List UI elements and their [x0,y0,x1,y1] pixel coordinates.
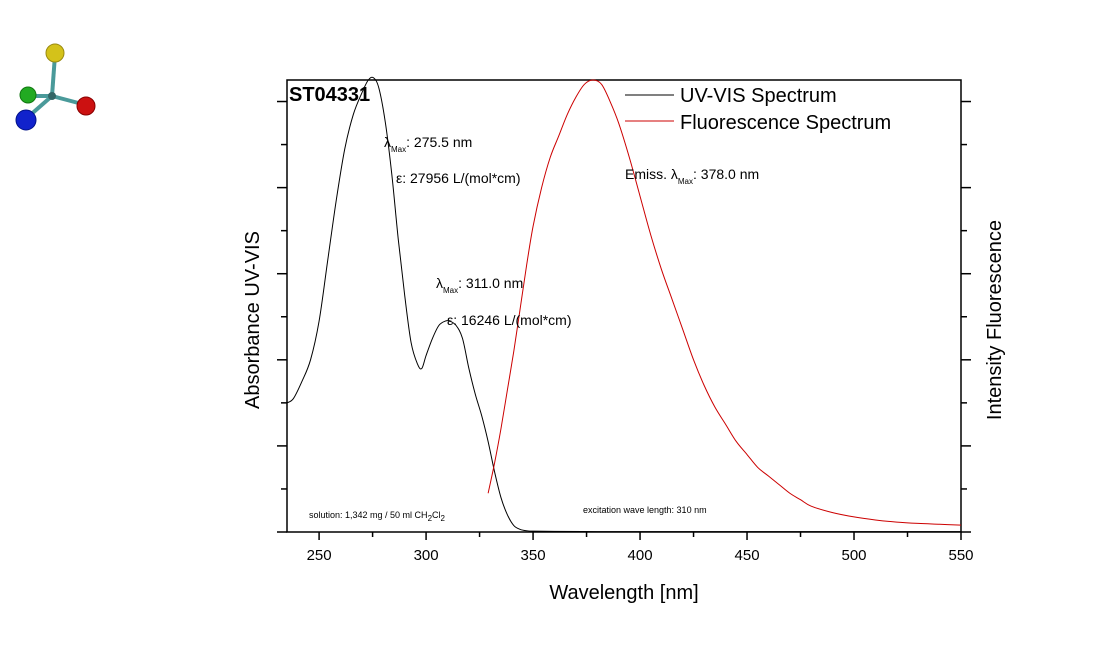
annotation-peak1-epsilon: ε: 27956 L/(mol*cm) [396,170,521,186]
x-axis-tick-labels: 250 300 350 400 450 500 550 [307,547,974,564]
molecule-logo-icon [15,43,96,131]
y-axis-title-left: Absorbance UV-VIS [242,231,264,409]
annotation-excitation: excitation wave length: 310 nm [583,505,707,515]
x-tick-label-400: 400 [628,547,653,564]
legend-label-fluorescence: Fluorescence Spectrum [680,112,891,134]
legend: UV-VIS Spectrum Fluorescence Spectrum [625,85,891,134]
series-line-fluorescence [487,79,962,526]
y-axis-ticks [277,100,971,533]
series-line-uvvis [286,76,961,533]
annotation-peak2-lambda: λMax: 311.0 nm [436,275,523,295]
legend-label-uvvis: UV-VIS Spectrum [680,85,837,107]
annotation-peak2-epsilon: ε: 16246 L/(mol*cm) [447,312,572,328]
x-tick-label-450: 450 [735,547,760,564]
x-tick-label-350: 350 [521,547,546,564]
chart-title: ST04331 [289,84,370,106]
annotation-solution: solution: 1,342 mg / 50 ml CH2Cl2 [309,510,446,523]
x-tick-label-550: 550 [948,547,973,564]
annotation-peak1-lambda: λMax: 275.5 nm [384,134,472,154]
y-axis-title-right: Intensity Fluorescence [984,220,1006,420]
x-axis-title: Wavelength [nm] [549,582,698,604]
x-tick-label-500: 500 [842,547,867,564]
x-axis-ticks [318,532,962,540]
x-tick-label-250: 250 [307,547,332,564]
x-tick-label-300: 300 [414,547,439,564]
annotation-emission: Emiss. λMax: 378.0 nm [625,166,759,186]
series-layer [286,76,962,533]
